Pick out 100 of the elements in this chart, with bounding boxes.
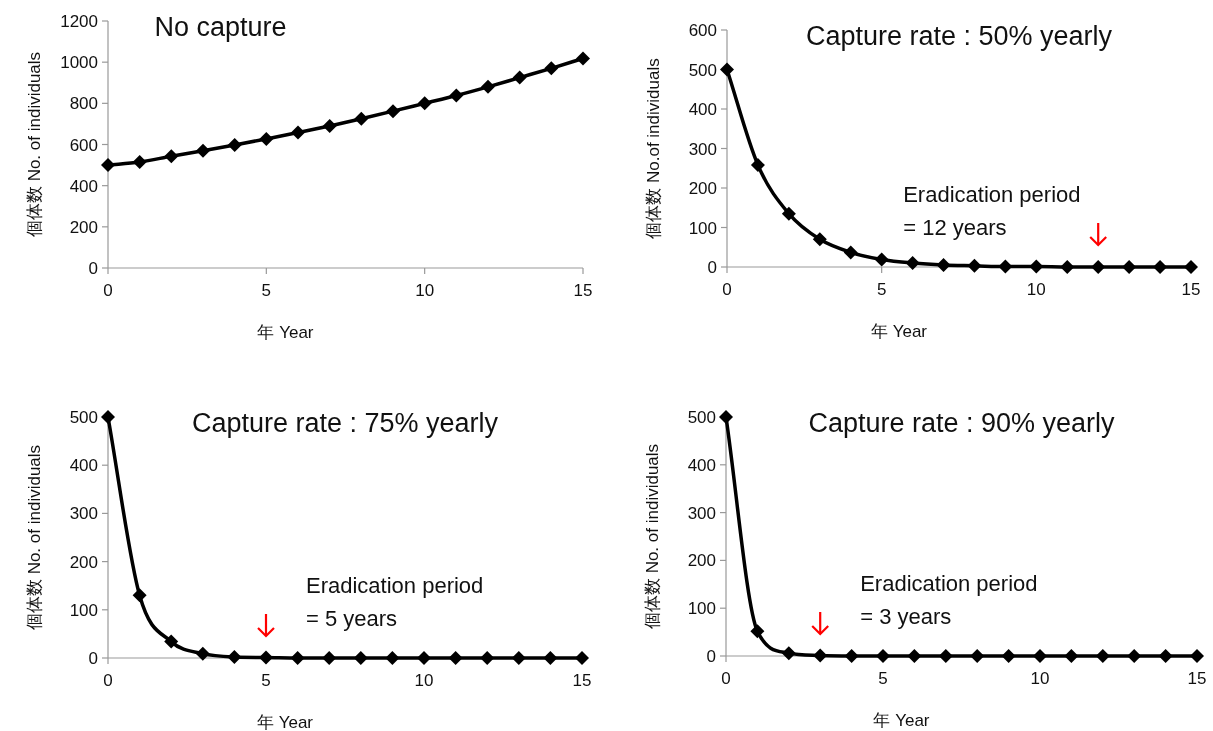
y-tick-label: 200 (688, 179, 717, 198)
y-tick-label: 400 (69, 176, 98, 196)
x-tick-label: 0 (103, 281, 113, 300)
point (291, 125, 305, 140)
point (417, 651, 431, 665)
point (132, 588, 147, 603)
chart-title: No capture (154, 12, 287, 42)
point (1091, 260, 1106, 274)
chart-title: Capture rate : 75% yearly (191, 408, 499, 438)
point (259, 650, 273, 665)
x-tick-label: 15 (572, 671, 592, 690)
point (1033, 649, 1047, 663)
point (448, 651, 463, 665)
x-tick-label: 5 (261, 281, 272, 300)
y-tick-label: 1000 (60, 53, 98, 73)
y-tick-label: 600 (688, 21, 717, 40)
point (480, 651, 495, 665)
point (101, 410, 115, 424)
point (290, 651, 305, 665)
point (481, 79, 495, 94)
chart-title: Capture rate : 90% yearly (808, 408, 1116, 438)
point (353, 651, 368, 665)
point (1127, 649, 1142, 663)
point (164, 634, 179, 649)
point (874, 252, 889, 267)
point (1029, 259, 1044, 274)
point (449, 88, 464, 103)
point (195, 646, 210, 661)
point (967, 258, 982, 273)
y-axis-title: 個体数 No.of individuals (644, 58, 663, 239)
point (576, 51, 590, 66)
point (998, 259, 1013, 274)
point (322, 651, 337, 665)
x-tick-label: 15 (573, 281, 593, 300)
x-tick-label: 10 (1030, 669, 1050, 688)
y-tick-label: 500 (688, 60, 717, 80)
x-axis-title: 年 Year (870, 322, 928, 341)
y-tick-label: 0 (88, 259, 98, 278)
y-tick-label: 300 (69, 504, 98, 524)
point (101, 158, 115, 173)
point (843, 245, 858, 260)
x-axis-title: 年 Year (256, 713, 314, 731)
point (512, 70, 527, 85)
point (750, 158, 765, 173)
y-tick-label: 0 (88, 649, 98, 668)
x-tick-label: 10 (414, 671, 434, 690)
x-tick-label: 0 (721, 669, 731, 688)
point (1122, 260, 1137, 274)
x-tick-label: 5 (878, 669, 888, 688)
annotation: Eradication period = 3 years (860, 571, 1038, 629)
point (227, 137, 242, 152)
y-tick-label: 200 (69, 217, 98, 237)
point (354, 111, 369, 126)
y-tick-label: 800 (69, 94, 98, 114)
y-tick-label: 200 (69, 552, 98, 572)
point (417, 96, 432, 111)
x-tick-label: 10 (415, 281, 435, 300)
point (1095, 649, 1110, 663)
point (575, 651, 589, 665)
y-axis-title: 個体数 No. of individuals (643, 443, 662, 630)
point (385, 651, 400, 665)
point (543, 651, 558, 665)
point (1060, 260, 1075, 274)
point (970, 649, 985, 663)
point (1190, 649, 1204, 663)
point (938, 649, 953, 663)
chart-title: Capture rate : 50% yearly (805, 21, 1113, 51)
point (750, 624, 765, 639)
x-tick-label: 15 (1181, 280, 1201, 299)
annotation: Eradication period = 5 years (306, 573, 484, 631)
annotation: Eradication period = 12 years (903, 182, 1081, 240)
point (781, 206, 796, 221)
point (813, 648, 828, 663)
point (196, 143, 210, 158)
x-tick-label: 0 (103, 671, 113, 690)
x-tick-label: 15 (1187, 669, 1207, 688)
y-tick-label: 200 (687, 551, 716, 571)
x-axis-title: 年 Year (873, 711, 930, 730)
y-axis-title: 個体数 No. of individuals (25, 444, 44, 631)
point (132, 155, 147, 169)
point (386, 104, 400, 119)
point (227, 650, 242, 665)
x-axis-title: 年 Year (257, 323, 314, 342)
point (544, 61, 559, 76)
point (1001, 649, 1016, 663)
point (720, 62, 734, 77)
point (936, 258, 951, 273)
x-tick-label: 5 (876, 280, 887, 299)
y-tick-label: 500 (69, 408, 98, 427)
point (1184, 260, 1198, 274)
point (907, 649, 922, 663)
y-tick-label: 500 (687, 408, 716, 427)
y-axis-title: 個体数 No. of individuals (25, 51, 44, 238)
y-tick-label: 600 (69, 135, 98, 155)
y-tick-label: 100 (688, 218, 717, 238)
y-tick-label: 0 (706, 647, 716, 666)
point (905, 256, 920, 271)
y-tick-label: 400 (688, 100, 717, 119)
y-tick-label: 100 (69, 600, 98, 620)
point (1153, 260, 1168, 274)
